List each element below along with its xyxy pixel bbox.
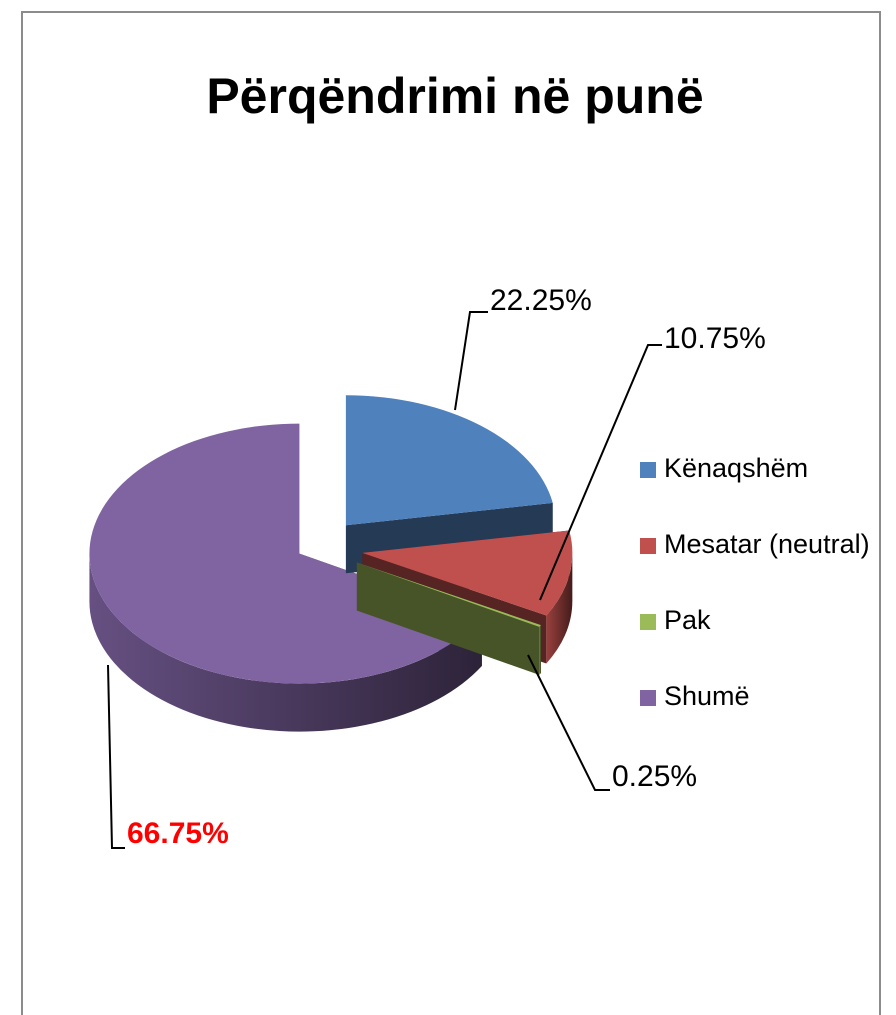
legend-label: Mesatar (neutral) [664, 529, 870, 559]
chart-title: Përqëndrimi në punë [206, 68, 703, 124]
legend-label: Pak [664, 605, 711, 635]
data-label: 66.75% [127, 817, 229, 850]
slice-wall [539, 625, 541, 675]
leader-line [527, 654, 610, 791]
slice-wall [89, 553, 482, 732]
legend-swatch [640, 690, 656, 706]
slice [362, 530, 573, 616]
leader-line [539, 344, 662, 601]
leader-line [454, 311, 488, 411]
legend-swatch [640, 614, 656, 630]
slice-wall [546, 552, 573, 664]
legend-swatch [640, 462, 656, 478]
slice [345, 395, 553, 526]
leader-line [107, 664, 125, 849]
data-label: 22.25% [490, 284, 592, 317]
slice-side [356, 562, 540, 675]
data-label: 0.25% [612, 760, 697, 793]
data-label: 10.75% [664, 322, 766, 355]
slice [356, 562, 541, 627]
legend-swatch [640, 538, 656, 554]
legend-label: Kënaqshëm [664, 453, 808, 483]
legend-label: Shumë [664, 681, 750, 711]
